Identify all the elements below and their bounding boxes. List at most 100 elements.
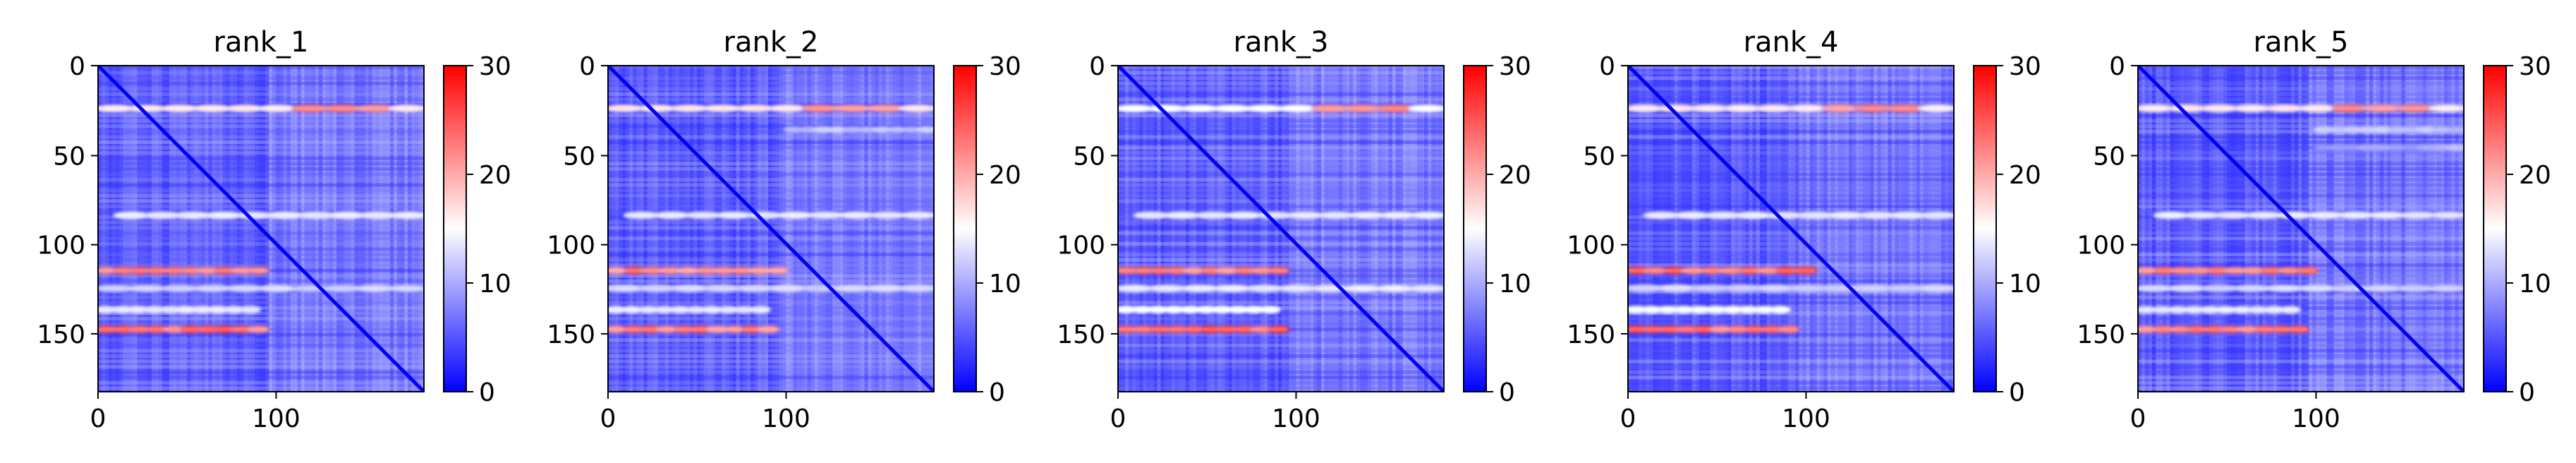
streak xyxy=(2326,66,2331,392)
streak xyxy=(1210,66,1215,392)
y-tick-label: 0 xyxy=(1599,52,1615,81)
row-streak xyxy=(2138,316,2464,321)
streak xyxy=(1417,66,1421,392)
streak xyxy=(1820,66,1824,392)
streak xyxy=(226,66,230,392)
streak xyxy=(1174,66,1179,392)
streak xyxy=(1178,66,1182,392)
band-highlight xyxy=(1118,308,1279,311)
streak xyxy=(2248,66,2252,392)
colorbar-tick-label: 10 xyxy=(1499,270,1531,299)
streak xyxy=(846,66,851,392)
row-streak xyxy=(1628,253,1954,257)
streak xyxy=(2434,66,2438,392)
streak xyxy=(154,66,159,392)
streak xyxy=(244,66,248,392)
row-streak xyxy=(2138,263,2464,267)
row-streak xyxy=(1628,162,1954,166)
streak xyxy=(1249,66,1253,392)
streak xyxy=(1742,66,1746,392)
streak xyxy=(2187,66,2192,392)
row-streak xyxy=(98,66,424,70)
row-streak xyxy=(608,199,934,203)
streak xyxy=(1353,66,1357,392)
streak xyxy=(736,66,740,392)
y-tick-label: 0 xyxy=(2109,52,2125,81)
heatmap-image xyxy=(608,66,934,392)
streak xyxy=(914,66,918,392)
row-streak xyxy=(98,338,424,342)
streak xyxy=(2291,66,2295,392)
streak xyxy=(2448,66,2452,392)
row-streak xyxy=(1118,87,1444,91)
streak xyxy=(1841,66,1845,392)
row-streak xyxy=(2138,183,2464,187)
row-streak xyxy=(1628,231,1954,235)
row-streak xyxy=(1118,97,1444,102)
streak xyxy=(1628,66,1632,392)
streak xyxy=(2227,66,2231,392)
streak xyxy=(123,66,127,392)
streak xyxy=(1766,66,1770,392)
streak xyxy=(1160,66,1165,392)
streak xyxy=(308,66,312,392)
streak xyxy=(1941,66,1945,392)
colorbar-tick-label: 0 xyxy=(989,378,1005,407)
streak xyxy=(1435,66,1439,392)
colorbar-gradient xyxy=(953,65,977,392)
row-streak xyxy=(2138,199,2464,203)
streak xyxy=(672,66,676,392)
streak xyxy=(612,66,616,392)
streak xyxy=(761,66,765,392)
row-streak xyxy=(98,97,424,102)
row-streak xyxy=(2138,71,2464,75)
row-streak xyxy=(1628,301,1954,305)
row-streak xyxy=(2138,279,2464,283)
row-streak xyxy=(98,76,424,80)
streak xyxy=(1428,66,1432,392)
streak xyxy=(1905,66,1909,392)
streak xyxy=(1948,66,1952,392)
row-streak xyxy=(1118,71,1444,75)
y-tick-label: 0 xyxy=(1089,52,1105,81)
row-streak xyxy=(2138,295,2464,299)
row-streak xyxy=(1118,359,1444,363)
row-streak xyxy=(98,386,424,390)
streak xyxy=(2309,66,2313,392)
row-streak xyxy=(1628,241,1954,246)
streak xyxy=(1438,66,1442,392)
streak xyxy=(2312,66,2316,392)
streak xyxy=(304,66,308,392)
row-streak xyxy=(1118,129,1444,133)
row-streak xyxy=(1628,66,1954,70)
streak xyxy=(1264,66,1268,392)
streak xyxy=(2455,66,2459,392)
streak xyxy=(675,66,679,392)
streak xyxy=(1677,66,1682,392)
streak xyxy=(782,66,786,392)
row-streak xyxy=(608,370,934,374)
colorbar: 0 10 20 30 xyxy=(1463,52,1531,407)
streak xyxy=(109,66,113,392)
streak xyxy=(2462,66,2464,392)
band-highlight xyxy=(2316,128,2464,131)
streak xyxy=(2276,66,2280,392)
streak xyxy=(1699,66,1703,392)
streak xyxy=(1703,66,1707,392)
streak xyxy=(1256,66,1260,392)
band-highlight xyxy=(608,308,769,311)
band-layer xyxy=(2138,104,2464,334)
colorbar: 0 10 20 30 xyxy=(443,52,511,407)
row-streak xyxy=(98,247,424,251)
streak xyxy=(836,66,840,392)
row-streak xyxy=(608,135,934,139)
row-streak xyxy=(1628,140,1954,145)
streak xyxy=(173,66,177,392)
row-streak xyxy=(1628,295,1954,299)
streak xyxy=(169,66,174,392)
streak xyxy=(1253,66,1257,392)
y-tick-label: 100 xyxy=(1567,232,1615,260)
streak xyxy=(1909,66,1913,392)
subplot-5: rank_5 0 50 100 150 0 100 0 10 20 30 xyxy=(2077,26,2551,433)
streak xyxy=(1200,66,1204,392)
